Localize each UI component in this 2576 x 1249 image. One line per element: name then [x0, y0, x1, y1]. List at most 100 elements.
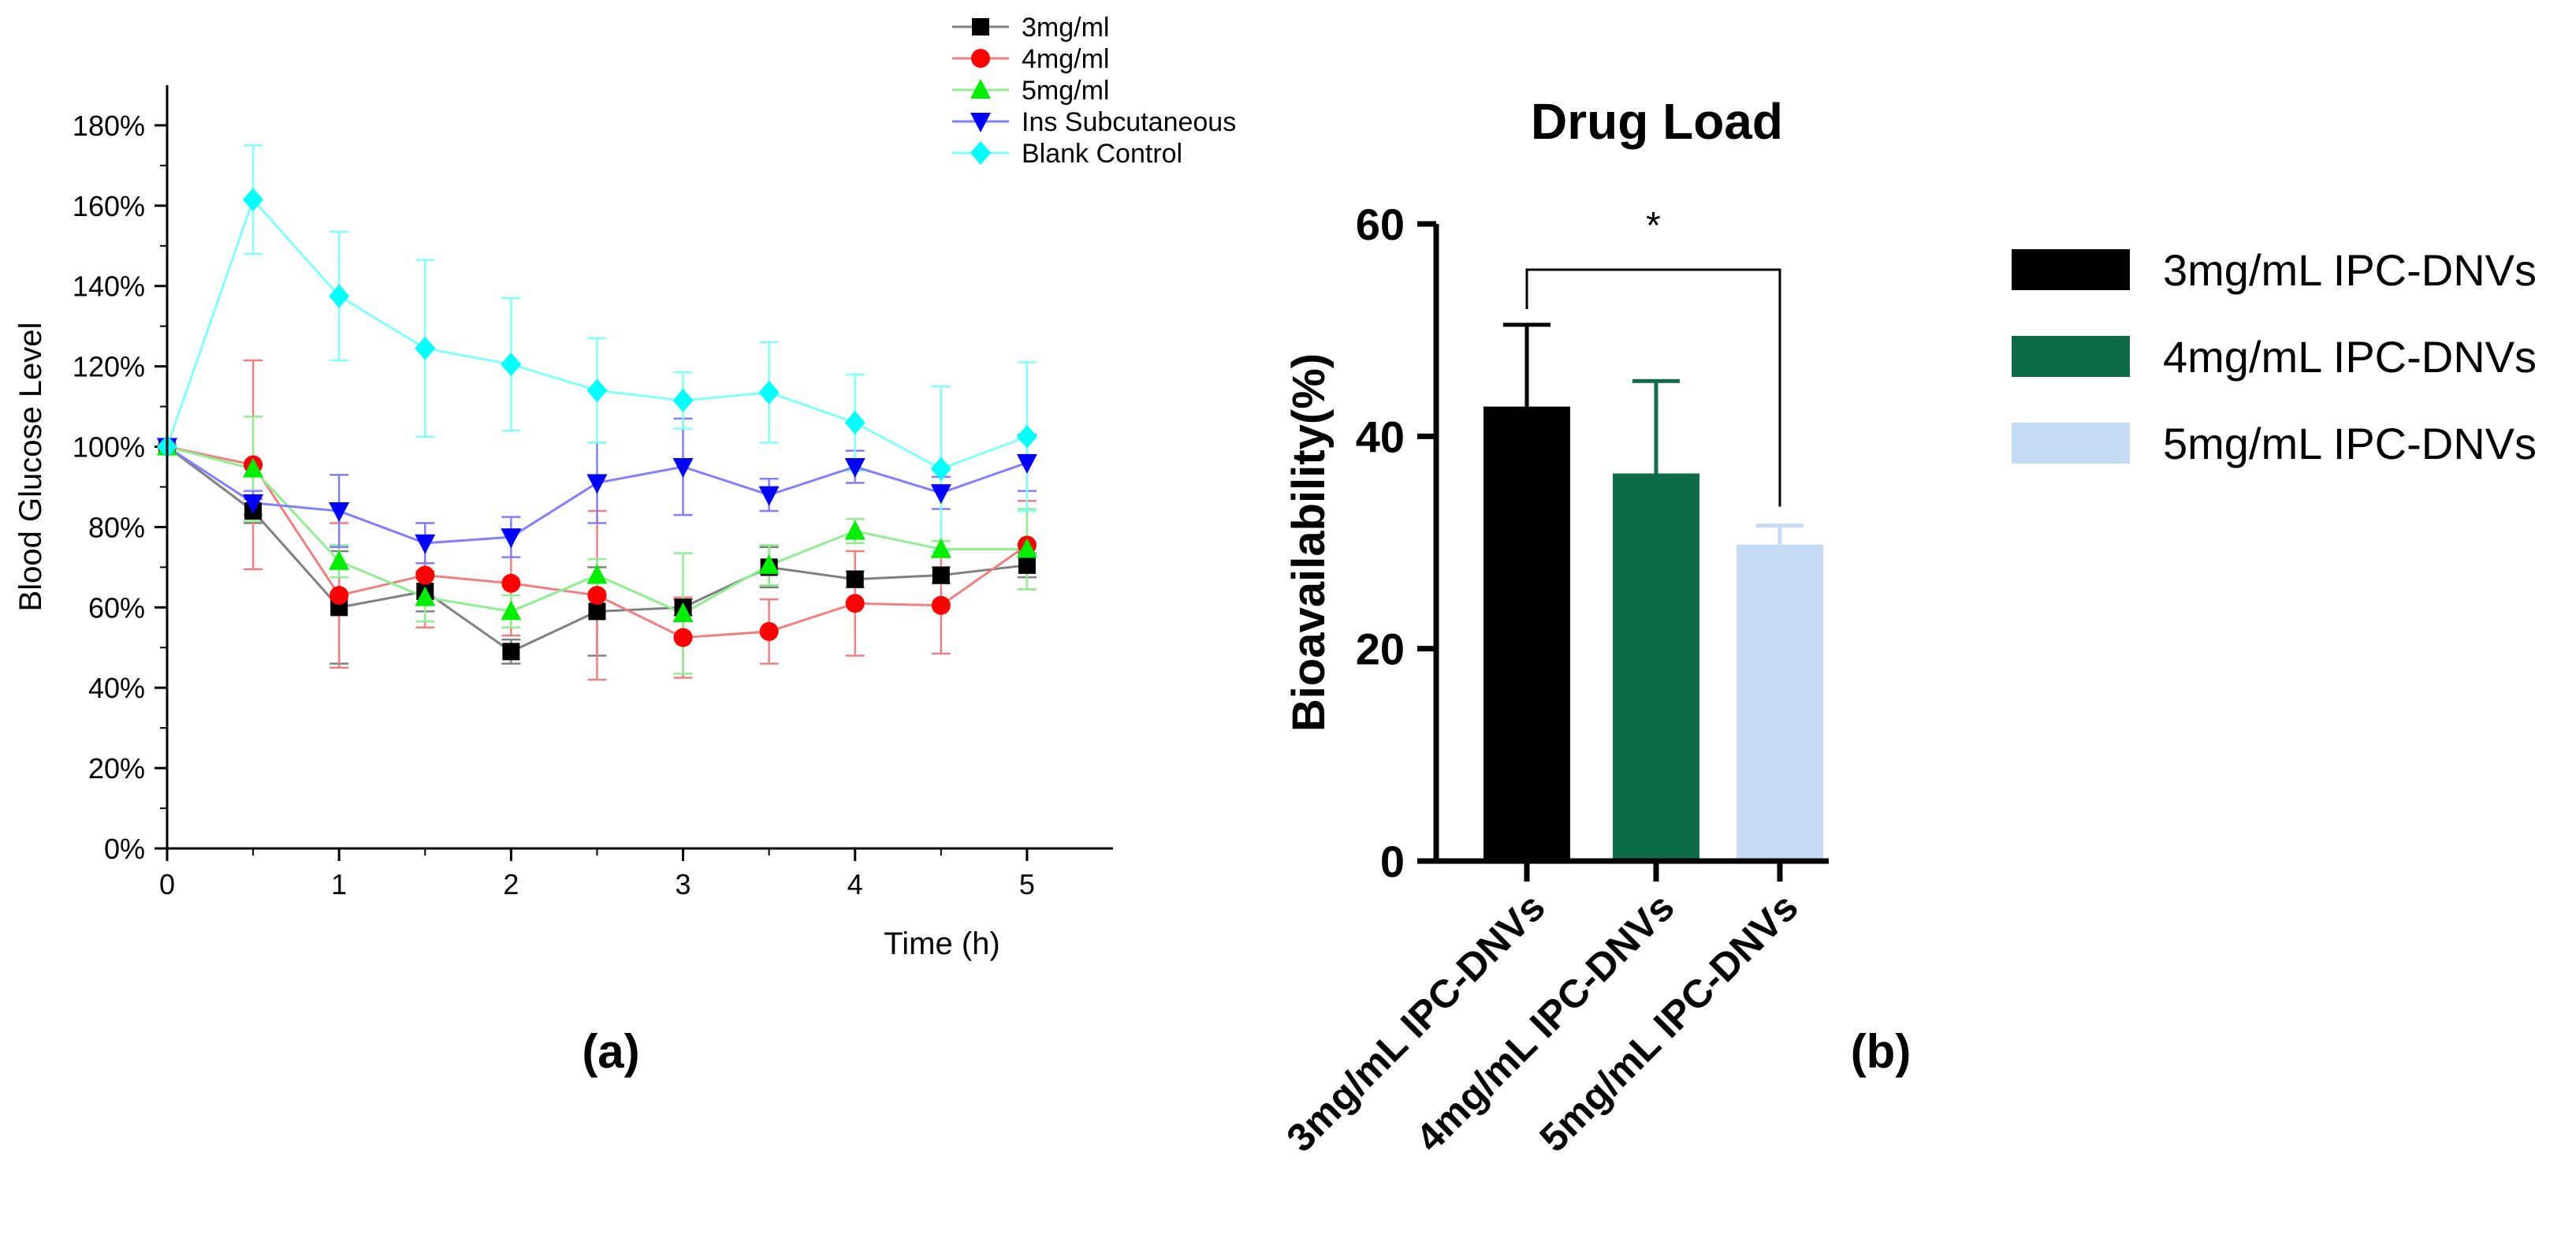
- y-tick-label: 180%: [73, 110, 145, 142]
- data-point: [243, 494, 264, 514]
- y-tick-label: 20%: [88, 752, 145, 785]
- data-point: [1016, 538, 1037, 558]
- x-tick-label: 5: [1019, 868, 1035, 900]
- data-point: [415, 586, 436, 606]
- bar-chart-error-bars: [1503, 323, 1804, 545]
- y-tick-label: 0: [1380, 837, 1405, 886]
- legend-swatch: [2012, 423, 2130, 464]
- bar-chart-title: Drug Load: [1531, 93, 1783, 150]
- legend-label: 4mg/ml: [1022, 44, 1109, 74]
- data-point: [930, 457, 951, 481]
- y-tick-label: 60: [1356, 199, 1405, 249]
- legend-marker: [971, 49, 990, 68]
- data-point: [588, 602, 606, 621]
- data-point: [1018, 556, 1036, 574]
- data-point: [844, 458, 865, 478]
- data-point: [844, 520, 865, 540]
- significance-bracket: *: [1525, 205, 1781, 507]
- data-point: [587, 586, 607, 606]
- legend-label: 3mg/ml: [1022, 13, 1109, 43]
- data-point: [586, 378, 608, 403]
- panel-label-b: (b): [1851, 1025, 1912, 1078]
- legend-label: 4mg/mL IPC-DNVs: [2163, 332, 2537, 382]
- data-point: [329, 550, 350, 570]
- data-point: [930, 538, 951, 558]
- bar-chart-y-axis-label: Bioavailability(%): [1283, 353, 1335, 732]
- data-point: [415, 336, 436, 360]
- legend-marker: [970, 141, 991, 165]
- y-tick-label: 40: [1356, 412, 1405, 461]
- data-point: [844, 410, 865, 434]
- bar-chart-bars: [1483, 406, 1823, 861]
- y-tick-label: 120%: [73, 351, 145, 383]
- bar-chart-legend: 3mg/mL IPC-DNVs 4mg/mL IPC-DNVs 5mg/mL IPC…: [2012, 245, 2537, 468]
- panel-label-a: (a): [582, 1025, 639, 1078]
- data-point: [672, 388, 694, 412]
- bar: [1737, 544, 1823, 861]
- data-point: [329, 502, 350, 523]
- data-point: [845, 594, 865, 613]
- legend-label: 5mg/ml: [1022, 76, 1109, 106]
- data-point: [931, 595, 951, 615]
- data-point: [930, 484, 951, 505]
- line-chart-tick-labels: 0 1 2 3 4 5 0% 20% 40% 60% 80% 100% 120% 140% 160% 180%: [73, 110, 1035, 900]
- legend-marker: [970, 113, 991, 132]
- data-point: [243, 188, 264, 212]
- data-point: [501, 352, 522, 377]
- line-chart-markers: [157, 188, 1037, 661]
- x-tick-label: 2: [503, 868, 519, 900]
- legend-label: 5mg/mL IPC-DNVs: [2163, 419, 2537, 468]
- blood-glucose-line-chart: 0 1 2 3 4 5 0% 20% 40% 60% 80% 100% 120% 140% 160% 180%…: [13, 13, 1236, 961]
- legend-label: Blank Control: [1022, 139, 1182, 169]
- data-point: [758, 380, 780, 405]
- legend-swatch: [2012, 249, 2130, 290]
- data-point: [415, 565, 435, 585]
- data-point: [1016, 453, 1037, 474]
- data-point: [243, 457, 264, 478]
- data-point: [415, 534, 436, 554]
- data-point: [501, 528, 522, 549]
- data-point: [846, 570, 864, 588]
- y-tick-label: 40%: [88, 672, 145, 704]
- data-point: [932, 566, 950, 584]
- significance-line: [1525, 268, 1781, 507]
- significance-star: *: [1646, 205, 1661, 247]
- data-point: [502, 643, 520, 661]
- data-point: [759, 621, 779, 641]
- bar: [1483, 406, 1570, 861]
- x-tick-label: 4: [847, 868, 863, 900]
- legend-swatch: [2012, 336, 2130, 377]
- data-point: [329, 586, 349, 606]
- y-tick-label: 140%: [73, 270, 145, 303]
- line-chart-x-axis-label: Time (h): [884, 926, 1000, 961]
- x-tick-label: 1: [331, 868, 347, 900]
- bar: [1613, 473, 1699, 861]
- data-point: [586, 564, 608, 584]
- data-point: [758, 554, 780, 574]
- legend-marker: [972, 18, 989, 35]
- legend-label: Ins Subcutaneous: [1022, 107, 1236, 137]
- y-tick-label: 100%: [73, 431, 145, 464]
- y-tick-label: 0%: [104, 833, 145, 865]
- data-point: [501, 600, 522, 621]
- y-tick-label: 160%: [73, 190, 145, 222]
- data-point: [758, 486, 780, 506]
- y-tick-label: 20: [1356, 624, 1405, 674]
- line-chart-y-axis-label: Blood Glucose Level: [13, 323, 48, 612]
- data-point: [501, 573, 521, 593]
- y-tick-label: 80%: [88, 511, 145, 543]
- data-point: [329, 284, 350, 308]
- data-point: [672, 458, 694, 478]
- y-tick-label: 60%: [88, 591, 145, 624]
- data-point: [1016, 424, 1037, 449]
- data-point: [673, 628, 693, 647]
- data-point: [586, 474, 608, 494]
- data-point: [672, 602, 694, 622]
- legend-label: 3mg/mL IPC-DNVs: [2163, 245, 2537, 295]
- legend-marker: [970, 79, 991, 99]
- x-tick-label: 0: [159, 868, 175, 900]
- x-tick-label: 3: [676, 868, 691, 900]
